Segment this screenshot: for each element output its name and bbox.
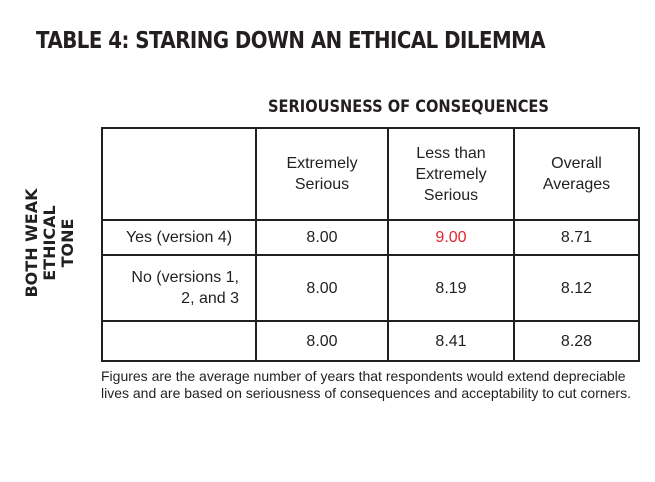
column-group-header: SERIOUSNESS OF CONSEQUENCES <box>268 97 549 117</box>
footnote: Figures are the average number of years … <box>101 368 631 401</box>
table-row: Yes (version 4) 8.00 9.00 8.71 <box>101 219 640 256</box>
header-cell-less-than-extremely-serious: Less than Extremely Serious <box>387 127 515 221</box>
table-cell: 8.19 <box>387 254 515 322</box>
row-label-yes: Yes (version 4) <box>101 219 257 256</box>
row-group-header-line1: BOTH WEAK <box>22 188 41 298</box>
header-cell-overall-averages: Overall Averages <box>513 127 640 221</box>
row-group-header-line2: ETHICAL <box>40 205 59 281</box>
table-title: TABLE 4: STARING DOWN AN ETHICAL DILEMMA <box>36 28 546 54</box>
table-row: No (versions 1, 2, and 3 8.00 8.19 8.12 <box>101 254 640 322</box>
table-cell: 8.41 <box>387 320 515 362</box>
table-cell: 8.28 <box>513 320 640 362</box>
header-cell-empty <box>101 127 257 221</box>
table-cell: 8.12 <box>513 254 640 322</box>
table-cell: 8.00 <box>255 320 389 362</box>
table-header-row: Extremely Serious Less than Extremely Serio… <box>101 127 640 221</box>
table-cell-highlighted: 9.00 <box>387 219 515 256</box>
table-cell: 8.00 <box>255 219 389 256</box>
row-label-no: No (versions 1, 2, and 3 <box>101 254 257 322</box>
results-table: Extremely Serious Less than Extremely Serio… <box>101 127 640 362</box>
row-label-empty <box>101 320 257 362</box>
header-cell-extremely-serious: Extremely Serious <box>255 127 389 221</box>
row-group-header-line3: TONE <box>58 218 77 268</box>
table-cell: 8.71 <box>513 219 640 256</box>
table-row: 8.00 8.41 8.28 <box>101 320 640 362</box>
table-cell: 8.00 <box>255 254 389 322</box>
